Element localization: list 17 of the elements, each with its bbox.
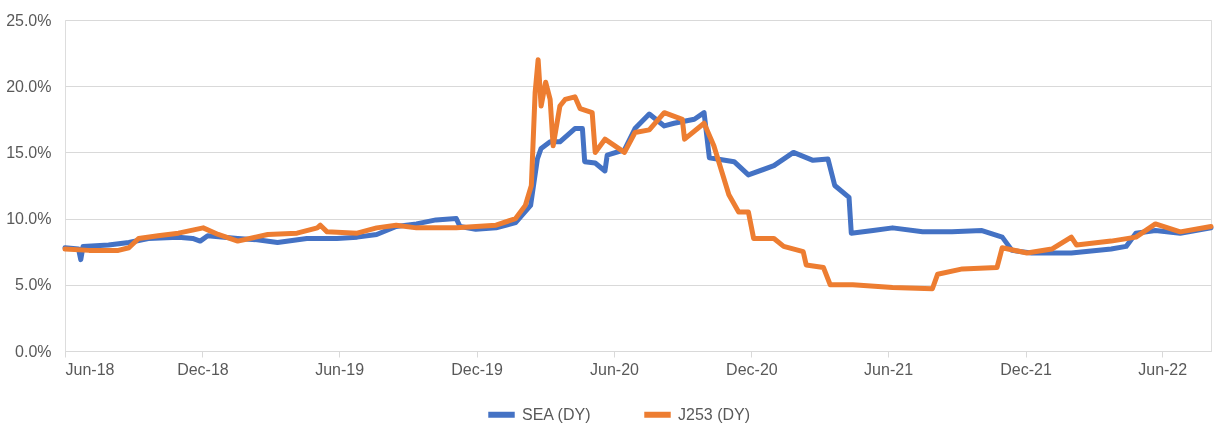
x-tick-label: Dec-20 bbox=[726, 360, 778, 378]
y-tick-label: 10.0% bbox=[6, 210, 52, 228]
x-tick-label: Dec-21 bbox=[1000, 360, 1052, 378]
y-tick-label: 0.0% bbox=[15, 342, 52, 360]
x-tick-label: Dec-19 bbox=[451, 360, 503, 378]
y-tick-label: 20.0% bbox=[6, 77, 52, 95]
x-tick-label: Jun-19 bbox=[315, 360, 365, 378]
legend-label: SEA (DY) bbox=[522, 405, 591, 423]
x-tick-label: Dec-18 bbox=[177, 360, 229, 378]
x-tick-label: Jun-21 bbox=[864, 360, 914, 378]
y-tick-label: 5.0% bbox=[15, 276, 52, 294]
x-tick-label: Jun-18 bbox=[65, 360, 115, 378]
y-tick-label: 15.0% bbox=[6, 143, 52, 161]
x-tick-label: Jun-20 bbox=[590, 360, 640, 378]
x-tick-label: Jun-22 bbox=[1138, 360, 1188, 378]
legend-label: J253 (DY) bbox=[678, 405, 751, 423]
y-tick-label: 25.0% bbox=[6, 11, 52, 29]
